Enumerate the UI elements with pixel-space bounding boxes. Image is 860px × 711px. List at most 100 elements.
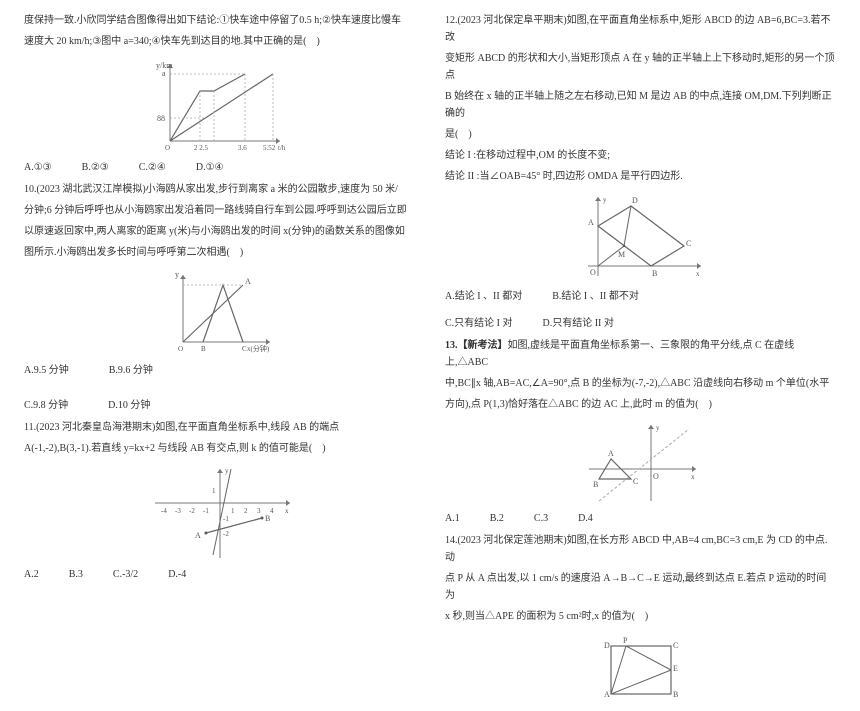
svg-text:C: C <box>686 239 691 248</box>
left-column: 度保持一致.小欣同学结合图像得出如下结论:①快车途中停留了0.5 h;②快车速度… <box>24 12 415 596</box>
q12-j2: 结论 II :当∠OAB=45° 时,四边形 OMDA 是平行四边形. <box>445 168 836 185</box>
svg-text:A: A <box>245 277 251 286</box>
svg-text:a: a <box>162 69 166 78</box>
q9-line1: 度保持一致.小欣同学结合图像得出如下结论:①快车途中停留了0.5 h;②快车速度… <box>24 12 415 29</box>
svg-text:y: y <box>225 467 229 475</box>
svg-text:O: O <box>590 268 596 277</box>
q13-options: A.1 B.2 C.3 D.4 <box>445 513 836 524</box>
svg-text:B: B <box>265 514 270 523</box>
q14-line1: 14.(2023 河北保定莲池期末)如图,在长方形 ABCD 中,AB=4 cm… <box>445 532 836 566</box>
q11-opt-d: D.-4 <box>168 569 186 580</box>
svg-text:1: 1 <box>231 507 235 515</box>
q11-opt-c: C.-3/2 <box>113 569 138 580</box>
q9-chart: y/km a 88 O 2 2.5 3.6 5.52 t/h <box>150 56 290 156</box>
q10-line4: 图所示.小海鸥出发多长时间与呼呼第二次相遇( ) <box>24 244 415 261</box>
svg-text:x: x <box>696 270 700 278</box>
q14-line3: x 秒,则当△APE 的面积为 5 cm²时,x 的值为( ) <box>445 608 836 625</box>
q13-opt-d: D.4 <box>578 513 593 524</box>
svg-text:-2: -2 <box>223 530 229 538</box>
svg-text:B: B <box>673 690 678 699</box>
q12-chart: A B C D M O x y <box>576 191 706 281</box>
svg-text:88: 88 <box>157 114 165 123</box>
q12-j1: 结论 I :在移动过程中,OM 的长度不变; <box>445 147 836 164</box>
q9-figure: y/km a 88 O 2 2.5 3.6 5.52 t/h <box>24 56 415 156</box>
q12-line2: 变矩形 ABCD 的形状和大小,当矩形顶点 A 在 y 轴的正半轴上上下移动时,… <box>445 50 836 84</box>
q11-line2: A(-1,-2),B(3,-1).若直线 y=kx+2 与线段 AB 有交点,则… <box>24 440 415 457</box>
q11-opt-a: A.2 <box>24 569 39 580</box>
q14-figure: D C B A E P <box>445 631 836 711</box>
q9-opt-a: A.①③ <box>24 162 52 173</box>
svg-text:B: B <box>652 269 657 278</box>
right-column: 12.(2023 河北保定阜平期末)如图,在平面直角坐标系中,矩形 ABCD 的… <box>445 12 836 596</box>
svg-text:O: O <box>653 472 659 481</box>
svg-text:O: O <box>165 144 170 152</box>
q10-opt-d: D.10 分钟 <box>108 396 150 411</box>
q12-opt-d: D.只有结论 II 对 <box>543 314 614 329</box>
q12-opt-c: C.只有结论 I 对 <box>445 314 513 329</box>
q11-chart: -4 -3 -2 -1 1 2 3 4 1 -1 -2 A B x y <box>145 463 295 563</box>
q10-line2: 分钟;6 分钟后呼呼也从小海鸥家出发沿着同一路线骑自行车到公园.呼呼到达公园后立… <box>24 202 415 219</box>
svg-text:-1: -1 <box>223 515 229 523</box>
q13-opt-c: C.3 <box>534 513 548 524</box>
svg-text:x: x <box>285 507 289 515</box>
q13-chart: A B C O x y <box>581 419 701 507</box>
q11-opt-b: B.3 <box>69 569 83 580</box>
svg-text:B: B <box>201 345 206 353</box>
svg-text:A: A <box>588 218 594 227</box>
q13-figure: A B C O x y <box>445 419 836 507</box>
svg-text:t/h: t/h <box>278 144 286 152</box>
svg-text:y: y <box>603 196 607 204</box>
q9-opt-b: B.②③ <box>82 162 109 173</box>
q12-figure: A B C D M O x y <box>445 191 836 281</box>
svg-text:x: x <box>691 473 695 481</box>
q11-line1: 11.(2023 河北秦皇岛海港期末)如图,在平面直角坐标系中,线段 AB 的端… <box>24 419 415 436</box>
q11-options: A.2 B.3 C.-3/2 D.-4 <box>24 569 415 580</box>
svg-text:y: y <box>656 424 660 432</box>
q13-line3: 方向),点 P(1,3)恰好落在△ABC 的边 AC 上,此时 m 的值为( ) <box>445 396 836 413</box>
q14-chart: D C B A E P <box>591 631 691 711</box>
svg-text:-1: -1 <box>203 507 209 515</box>
svg-text:B: B <box>593 480 598 489</box>
svg-text:y: y <box>175 270 179 279</box>
svg-text:A: A <box>604 690 610 699</box>
svg-text:1: 1 <box>212 487 216 495</box>
svg-text:O: O <box>178 345 183 353</box>
svg-text:P: P <box>623 636 628 645</box>
q9-line2: 速度大 20 km/h;③图中 a=340;④快车先到达目的地.其中正确的是( … <box>24 33 415 50</box>
svg-text:-4: -4 <box>161 507 167 515</box>
svg-text:2: 2 <box>244 507 248 515</box>
svg-text:D: D <box>604 641 610 650</box>
svg-text:C: C <box>633 477 638 486</box>
q10-line1: 10.(2023 湖北武汉江岸模拟)小海鸥从家出发,步行到离家 a 米的公园散步… <box>24 181 415 198</box>
q10-opt-b: B.9.6 分钟 <box>109 361 153 376</box>
q13-line1: 13.【新考法】如图,虚线是平面直角坐标系第一、三象限的角平分线,点 C 在虚线… <box>445 337 836 371</box>
svg-text:E: E <box>673 664 678 673</box>
svg-text:3: 3 <box>257 507 261 515</box>
svg-text:-2: -2 <box>189 507 195 515</box>
svg-text:M: M <box>618 250 625 259</box>
q10-opt-c: C.9.8 分钟 <box>24 396 68 411</box>
q11-figure: -4 -3 -2 -1 1 2 3 4 1 -1 -2 A B x y <box>24 463 415 563</box>
svg-text:4: 4 <box>270 507 274 515</box>
q9-opt-c: C.②④ <box>139 162 166 173</box>
q9-options: A.①③ B.②③ C.②④ D.①④ <box>24 162 415 173</box>
svg-text:x(分钟): x(分钟) <box>247 344 270 353</box>
q10-opt-a: A.9.5 分钟 <box>24 361 69 376</box>
svg-text:C: C <box>673 641 678 650</box>
q12-line1: 12.(2023 河北保定阜平期末)如图,在平面直角坐标系中,矩形 ABCD 的… <box>445 12 836 46</box>
svg-text:A: A <box>608 449 614 458</box>
q12-opt-b: B.结论 I 、II 都不对 <box>552 287 639 302</box>
q12-line3: B 始终在 x 轴的正半轴上随之左右移动,已知 M 是边 AB 的中点,连接 O… <box>445 88 836 122</box>
q12-options: A.结论 I 、II 都对 B.结论 I 、II 都不对 C.只有结论 I 对 … <box>445 287 836 329</box>
q13-line2: 中,BC∥x 轴,AB=AC,∠A=90°,点 B 的坐标为(-7,-2),△A… <box>445 375 836 392</box>
q10-options: A.9.5 分钟 B.9.6 分钟 C.9.8 分钟 D.10 分钟 <box>24 361 415 411</box>
q10-line3: 以原速返回家中,两人离家的距离 y(米)与小海鸥出发的时间 x(分钟)的函数关系… <box>24 223 415 240</box>
svg-text:5.52: 5.52 <box>263 144 276 152</box>
svg-text:D: D <box>632 196 638 205</box>
q13-opt-b: B.2 <box>490 513 504 524</box>
svg-text:2 2.5: 2 2.5 <box>194 144 209 152</box>
svg-text:A: A <box>195 531 201 540</box>
svg-text:3.6: 3.6 <box>238 144 247 152</box>
q9-opt-d: D.①④ <box>196 162 224 173</box>
q13-opt-a: A.1 <box>445 513 460 524</box>
